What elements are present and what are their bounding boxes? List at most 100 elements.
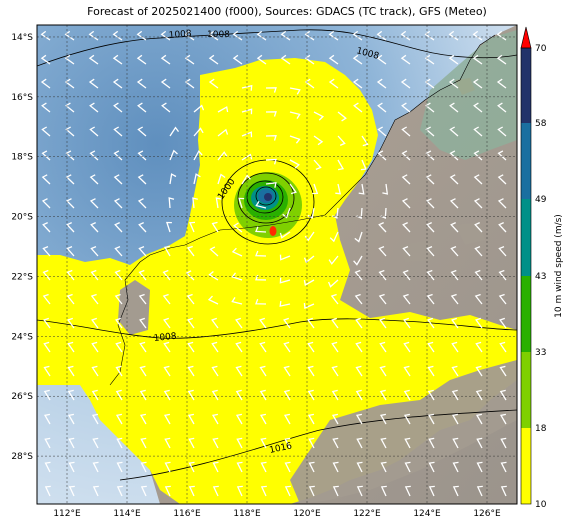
wind-barb bbox=[68, 461, 75, 473]
wind-barb bbox=[89, 198, 99, 209]
wind-barb bbox=[354, 269, 363, 281]
wind-barb bbox=[289, 135, 301, 144]
wind-barb bbox=[283, 413, 291, 425]
wind-barb bbox=[41, 150, 51, 161]
wind-barb bbox=[256, 54, 267, 65]
colorbar-tick: 33 bbox=[535, 348, 546, 358]
wind-barb bbox=[67, 317, 75, 329]
wind-barb bbox=[41, 174, 51, 185]
wind-barb bbox=[65, 102, 75, 113]
wind-barb bbox=[352, 30, 363, 41]
wind-barb bbox=[473, 102, 483, 113]
colorbar-segment bbox=[521, 199, 531, 276]
wind-barb bbox=[42, 269, 51, 281]
wind-barb bbox=[379, 317, 387, 329]
wind-barb bbox=[139, 389, 147, 401]
wind-barb bbox=[91, 317, 99, 329]
wind-barb bbox=[163, 341, 171, 353]
wind-barb bbox=[283, 389, 291, 401]
wind-barb bbox=[208, 78, 219, 89]
wind-barb bbox=[402, 269, 411, 281]
wind-barb bbox=[41, 102, 51, 113]
colorbar-label: 10 m wind speed (m/s) bbox=[554, 214, 564, 318]
wind-barb bbox=[241, 153, 253, 161]
wind-barb bbox=[255, 201, 267, 209]
wind-barb bbox=[115, 413, 123, 425]
wind-barb bbox=[354, 293, 363, 305]
wind-barb bbox=[188, 437, 195, 449]
wind-barb bbox=[473, 198, 483, 209]
wind-barb bbox=[451, 413, 459, 425]
wind-barb bbox=[307, 207, 315, 219]
wind-barb bbox=[378, 222, 387, 233]
wind-barb bbox=[500, 485, 507, 497]
lat-tick-label: 18°S bbox=[11, 153, 33, 163]
wind-barb bbox=[188, 485, 195, 497]
wind-barb bbox=[498, 269, 507, 281]
wind-barb bbox=[313, 135, 324, 146]
isobar-label: 1008 bbox=[153, 332, 177, 344]
wind-barb bbox=[139, 317, 147, 329]
wind-barb bbox=[451, 365, 459, 377]
wind-barb bbox=[64, 30, 75, 41]
wind-barb bbox=[401, 198, 411, 209]
wind-barb bbox=[184, 30, 195, 41]
wind-barb bbox=[425, 126, 435, 137]
wind-barb bbox=[66, 269, 75, 281]
graticule bbox=[37, 25, 517, 504]
wind-barb bbox=[259, 365, 267, 377]
wind-barb bbox=[304, 78, 315, 89]
wind-barb bbox=[113, 198, 123, 209]
wind-barb bbox=[283, 317, 291, 329]
wind-barb bbox=[65, 150, 75, 161]
tc-track bbox=[269, 226, 277, 236]
wind-barb bbox=[160, 30, 171, 41]
wind-barb bbox=[426, 245, 435, 257]
wind-barb bbox=[168, 197, 175, 209]
wind-barb bbox=[378, 293, 387, 305]
wind-barb bbox=[376, 30, 387, 41]
wind-barb bbox=[211, 389, 219, 401]
wind-barb bbox=[499, 389, 507, 401]
wind-barb bbox=[356, 485, 363, 497]
wind-barb bbox=[41, 126, 51, 137]
wind-barb bbox=[428, 461, 435, 473]
wind-barb bbox=[140, 437, 147, 449]
wind-barb bbox=[279, 254, 291, 261]
wind-barb bbox=[114, 222, 123, 233]
wind-barb bbox=[241, 84, 253, 91]
wind-barb bbox=[425, 150, 435, 161]
wind-barb bbox=[355, 389, 363, 401]
wind-barb bbox=[403, 413, 411, 425]
colorbar-tick: 43 bbox=[535, 272, 546, 282]
lon-tick-label: 124°E bbox=[413, 509, 441, 519]
map-frame bbox=[36, 24, 518, 505]
wind-barb bbox=[448, 78, 459, 89]
wind-barb bbox=[355, 365, 363, 377]
wind-barb bbox=[90, 222, 99, 233]
wind-barb bbox=[473, 150, 483, 161]
wind-barb bbox=[355, 317, 363, 329]
wind-barb bbox=[211, 317, 219, 329]
wind-barb bbox=[382, 183, 389, 195]
wind-barb bbox=[475, 365, 483, 377]
wind-barb bbox=[208, 270, 219, 281]
wind-barb bbox=[428, 485, 435, 497]
wind-barb bbox=[137, 126, 147, 137]
wind-barb bbox=[425, 102, 435, 113]
wind-barb bbox=[186, 293, 195, 305]
wind-barb bbox=[115, 365, 123, 377]
colorbar-tick: 70 bbox=[535, 44, 547, 54]
wind-barb bbox=[304, 231, 315, 242]
lat-tick-label: 14°S bbox=[11, 33, 33, 43]
wind-barb bbox=[499, 365, 507, 377]
wind-barb bbox=[67, 389, 75, 401]
wind-barb bbox=[331, 365, 339, 377]
wind-barb bbox=[241, 131, 253, 138]
wind-barb bbox=[43, 317, 51, 329]
wind-barb bbox=[241, 174, 251, 185]
wind-barb bbox=[89, 102, 99, 113]
wind-barb bbox=[401, 150, 411, 161]
wind-barb bbox=[308, 437, 315, 449]
